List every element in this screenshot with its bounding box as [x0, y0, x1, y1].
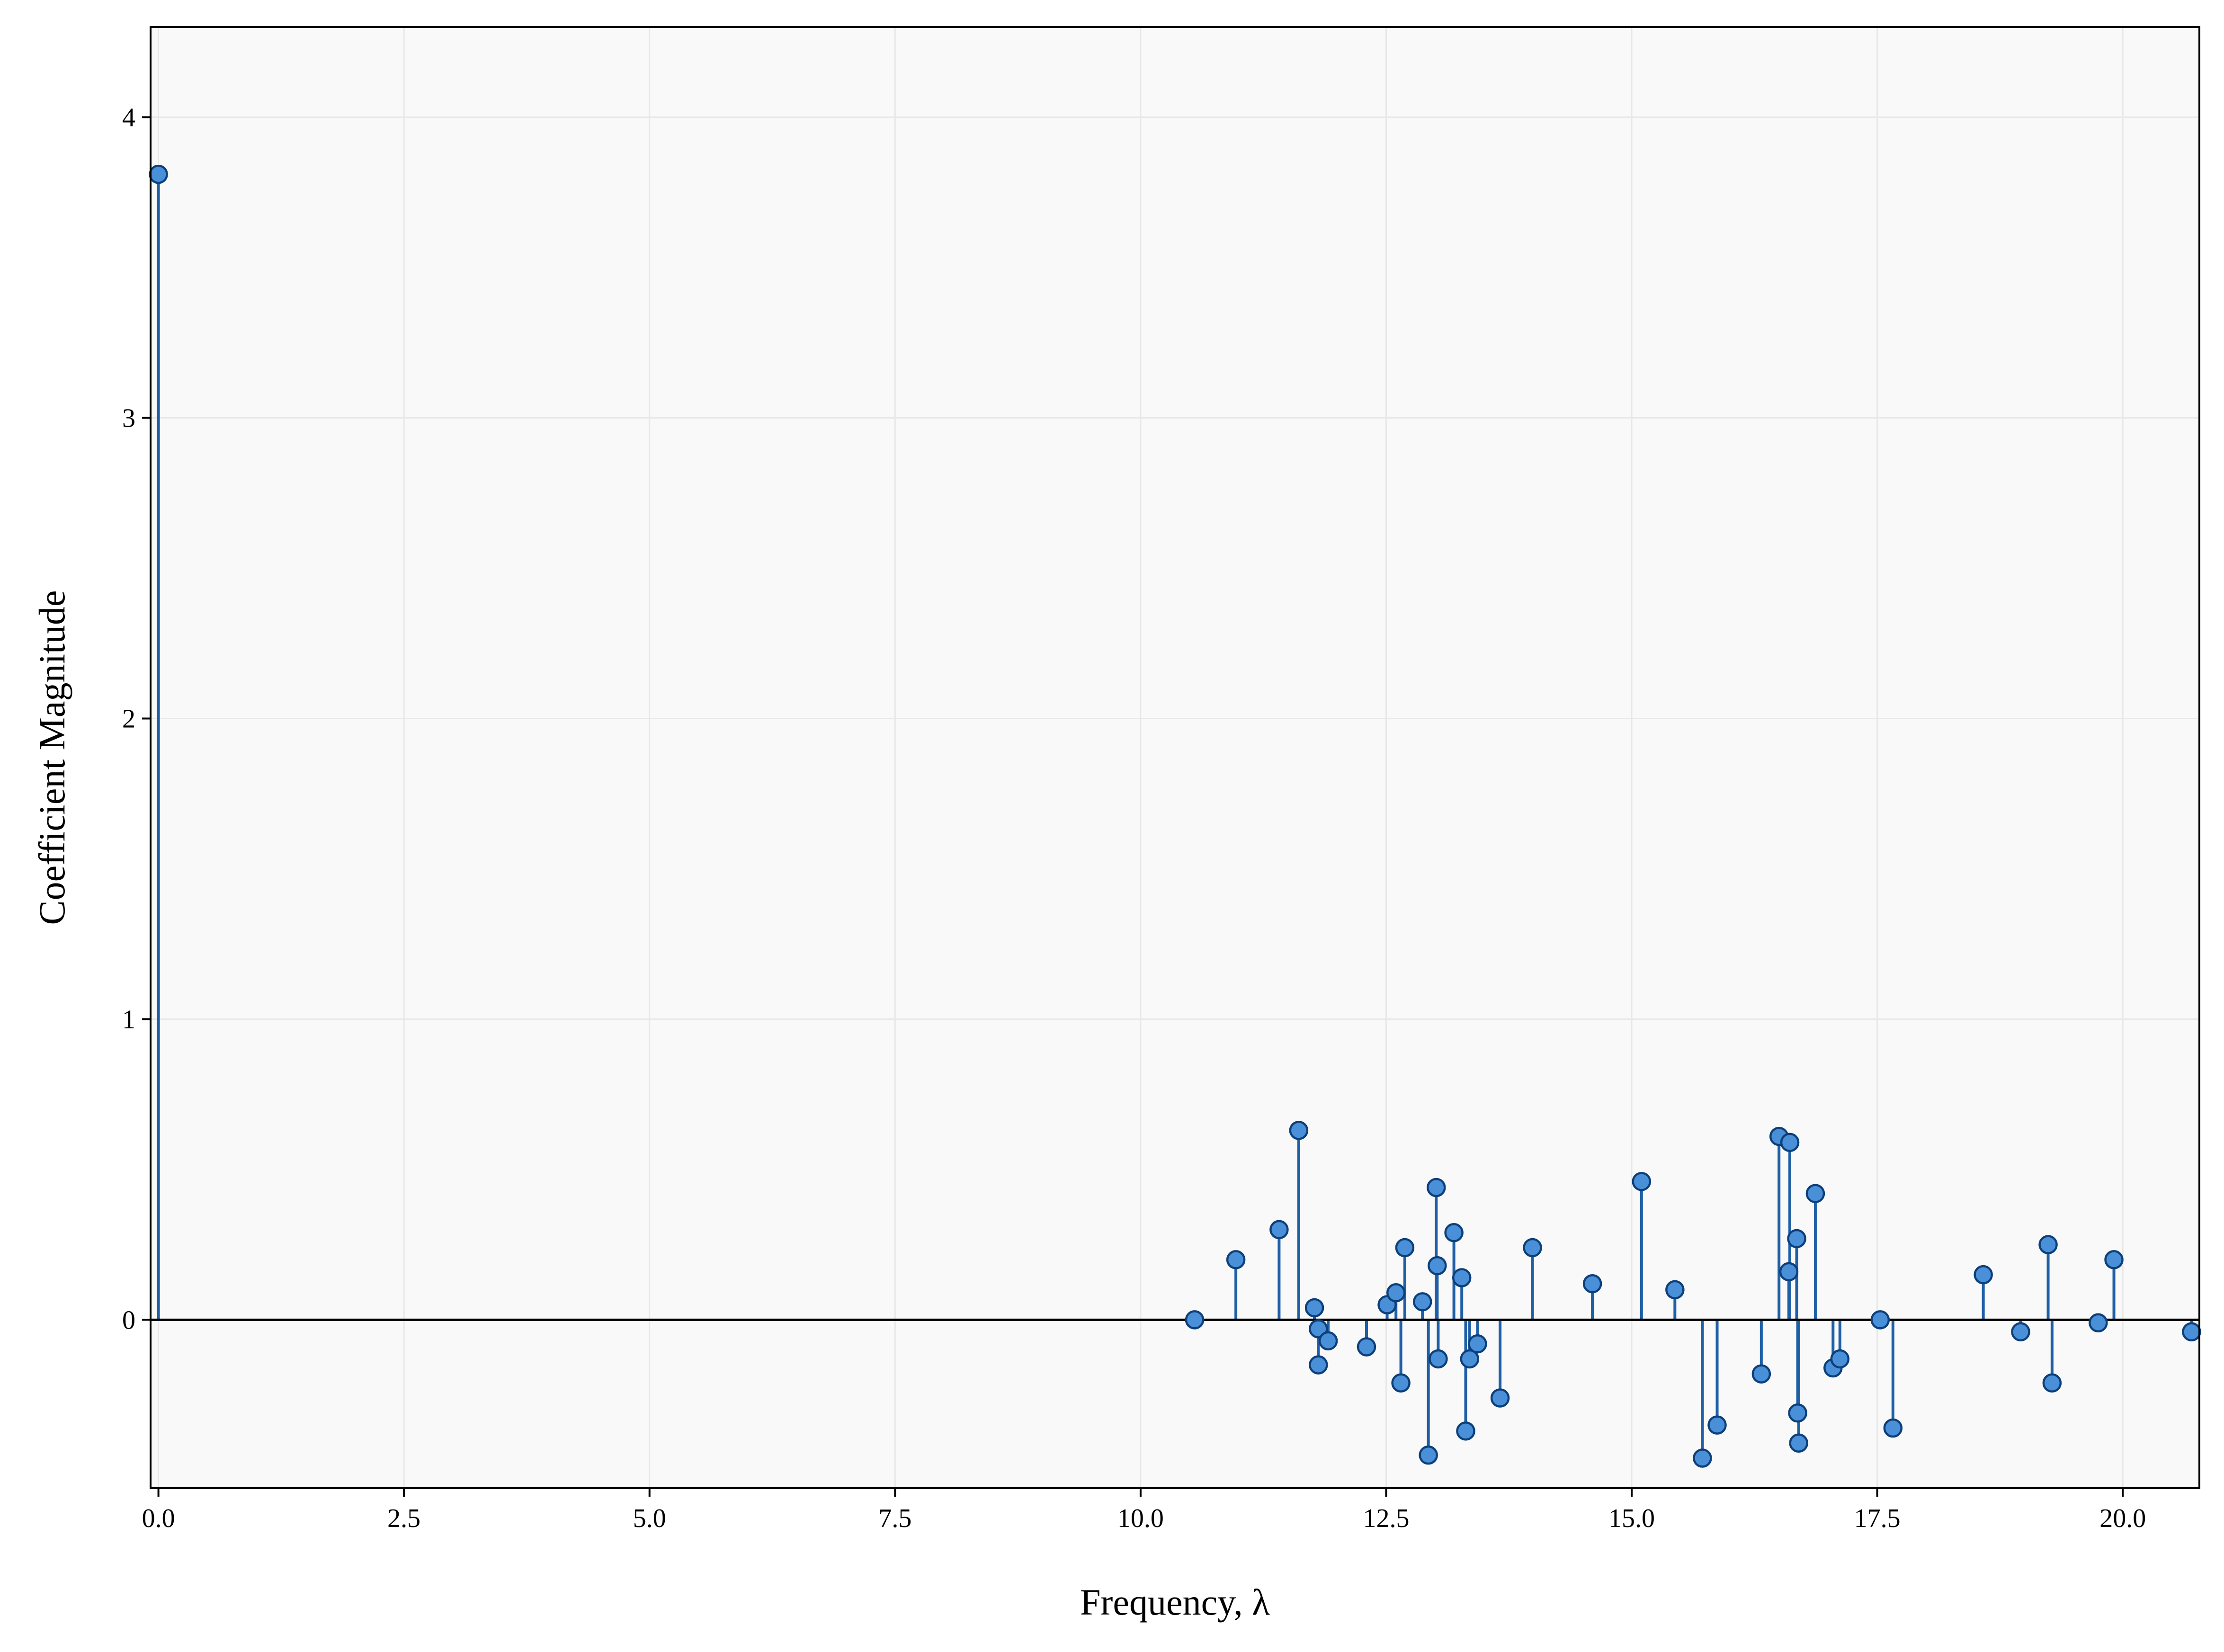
y-tick-label: 4	[122, 103, 135, 132]
stem-marker	[1974, 1265, 1993, 1285]
stem-marker	[1357, 1337, 1376, 1357]
y-axis-ticks: 0 1 2 3 4	[122, 103, 151, 1335]
x-tick-label: 0.0	[142, 1504, 175, 1533]
stem-marker	[1391, 1373, 1411, 1393]
plot-frame	[150, 26, 2200, 1489]
x-tick-label: 12.5	[1363, 1504, 1409, 1533]
stem-marker	[1751, 1364, 1771, 1384]
stem-marker	[1456, 1421, 1475, 1441]
stem-marker	[1632, 1172, 1652, 1191]
stem-marker	[1429, 1349, 1448, 1369]
stem-marker	[1693, 1448, 1712, 1468]
stem-marker	[1428, 1256, 1447, 1276]
stem-marker	[1780, 1133, 1800, 1152]
stem-marker	[1665, 1280, 1685, 1300]
stem-marker	[1395, 1238, 1415, 1258]
stem-marker	[1582, 1274, 1602, 1294]
stem-marker	[1883, 1418, 1903, 1438]
y-tick-label: 0	[122, 1305, 135, 1335]
x-tick-label: 2.5	[387, 1504, 420, 1533]
x-tick-label: 10.0	[1117, 1504, 1164, 1533]
stem-marker	[149, 164, 168, 184]
x-tick-label: 5.0	[633, 1504, 666, 1533]
stem-marker	[1870, 1310, 1890, 1330]
y-tick-label: 3	[122, 403, 135, 433]
stem-marker	[1523, 1238, 1542, 1258]
x-tick-label: 15.0	[1608, 1504, 1655, 1533]
stem-marker	[1309, 1355, 1328, 1375]
stem-marker	[2011, 1322, 2030, 1342]
stem-marker	[1226, 1250, 1246, 1269]
x-axis-ticks: 0.0 2.5 5.0 7.5 10.0 12.5 15.0 17.5 20.0	[142, 1488, 2146, 1533]
y-tick-label: 1	[122, 1005, 135, 1034]
stem-marker	[1788, 1403, 1807, 1423]
stem-marker	[1789, 1433, 1808, 1453]
stem-marker	[1412, 1292, 1432, 1312]
y-axis-label: Coefficient Magnitude	[31, 590, 72, 925]
stem-marker	[1269, 1220, 1289, 1240]
stem-marker	[2038, 1235, 2058, 1254]
stem-marker	[1787, 1229, 1806, 1249]
stem-marker	[1452, 1268, 1472, 1287]
stem-marker	[1805, 1184, 1825, 1203]
x-tick-label: 20.0	[2099, 1504, 2146, 1533]
stem-markers	[149, 164, 2201, 1468]
stem-marker	[1468, 1334, 1487, 1354]
y-tick-label: 2	[122, 704, 135, 733]
stem-marker	[2089, 1313, 2108, 1333]
stem-marker	[1444, 1223, 1464, 1242]
stem-marker	[1419, 1445, 1438, 1465]
grid-lines	[151, 27, 2199, 1488]
stem-marker	[1779, 1262, 1799, 1282]
plot-background	[151, 27, 2199, 1488]
stem-marker	[1490, 1388, 1510, 1408]
stem-marker	[2104, 1250, 2124, 1269]
stem-marker	[1830, 1349, 1850, 1369]
stem-marker	[1304, 1298, 1324, 1318]
x-tick-label: 7.5	[878, 1504, 911, 1533]
stem-marker	[1185, 1310, 1205, 1330]
stem-marker	[1427, 1178, 1446, 1197]
stem-marker	[2182, 1322, 2201, 1342]
x-axis-label: Frequency, λ	[1080, 1581, 1270, 1623]
stem-marker	[1707, 1415, 1727, 1435]
stem-marker	[2042, 1373, 2062, 1393]
stem-marker	[1386, 1283, 1406, 1303]
stem-marker	[1289, 1121, 1309, 1140]
stem-marker	[1318, 1331, 1338, 1351]
stem-marker	[1460, 1349, 1480, 1369]
x-tick-label: 17.5	[1854, 1504, 1901, 1533]
